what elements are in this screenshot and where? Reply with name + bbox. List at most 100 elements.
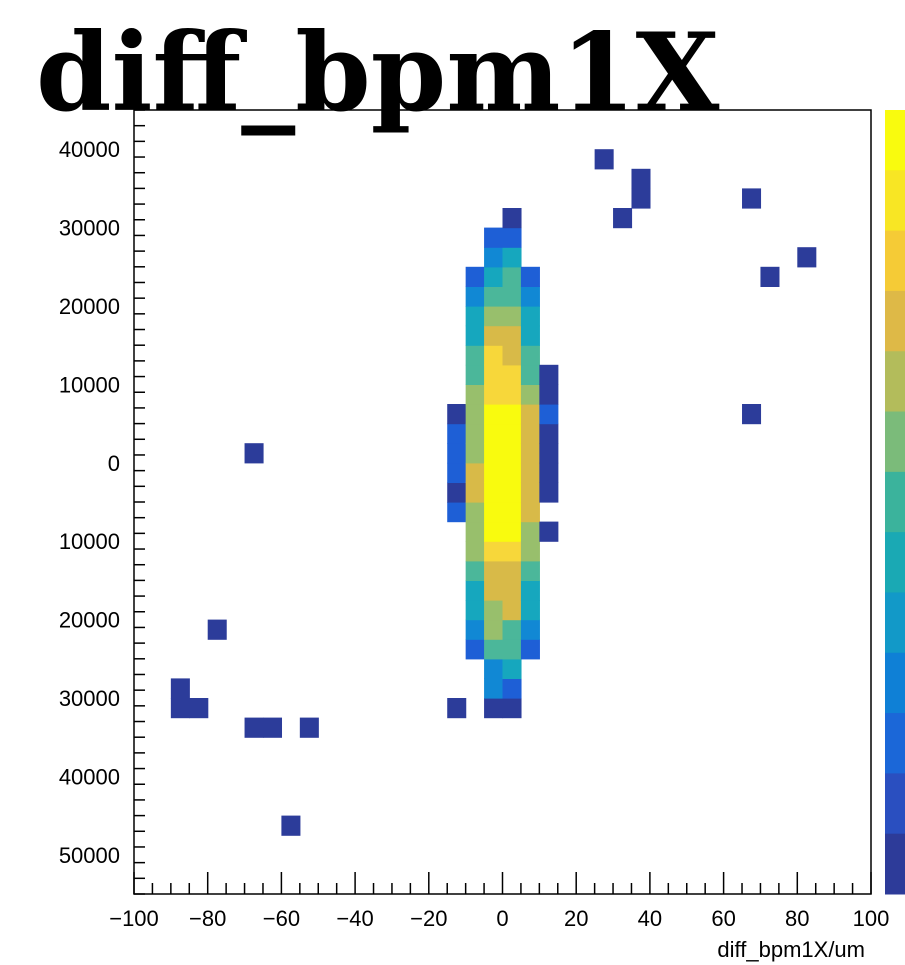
heatmap-cell: [484, 658, 504, 679]
heatmap-cell: [244, 717, 264, 738]
heatmap-cell: [520, 345, 540, 366]
heatmap-cell: [520, 619, 540, 640]
heatmap-cell: [484, 325, 504, 346]
heatmap-cell: [502, 227, 522, 248]
heatmap-cell: [465, 266, 485, 287]
y-tick-label: 30000: [59, 216, 120, 241]
x-tick-label: 20: [564, 906, 588, 931]
heatmap-cell: [484, 541, 504, 562]
heatmap-cell: [520, 600, 540, 621]
x-axis-label: diff_bpm1X/um: [717, 937, 865, 962]
y-tick-label: 20000: [59, 294, 120, 319]
heatmap-cell: [502, 208, 522, 229]
heatmap-cell: [465, 306, 485, 327]
heatmap-cell: [520, 364, 540, 385]
heatmap-cell: [447, 423, 467, 444]
palette-segment: [885, 290, 905, 352]
heatmap-cell: [447, 404, 467, 425]
palette-segment: [885, 170, 905, 232]
heatmap-cell: [207, 619, 227, 640]
heatmap-cell: [244, 443, 264, 464]
heatmap-cell: [502, 502, 522, 523]
heatmap-cell: [520, 482, 540, 503]
heatmap-cell: [520, 423, 540, 444]
x-tick-label: 100: [853, 906, 890, 931]
heatmap-cell: [484, 619, 504, 640]
heatmap-cell: [520, 266, 540, 287]
heatmap-cell: [520, 404, 540, 425]
heatmap-cell: [484, 678, 504, 699]
heatmap-cell: [502, 325, 522, 346]
axis-ticks: [133, 109, 872, 895]
heatmap-cell: [484, 560, 504, 581]
y-tick-label: 40000: [59, 137, 120, 162]
heatmap-cell: [465, 384, 485, 405]
heatmap-cell: [465, 443, 485, 464]
heatmap-cell: [484, 423, 504, 444]
heatmap-cell: [484, 384, 504, 405]
heatmap-cells: [170, 149, 817, 836]
heatmap-cell: [465, 639, 485, 660]
palette-segment: [885, 652, 905, 714]
heatmap-cell: [465, 619, 485, 640]
heatmap-cell: [520, 560, 540, 581]
heatmap-cell: [760, 266, 780, 287]
heatmap-cell: [484, 600, 504, 621]
heatmap-cell: [520, 521, 540, 542]
heatmap-cell: [502, 600, 522, 621]
heatmap-cell: [502, 266, 522, 287]
color-palette-strip: [885, 110, 905, 895]
heatmap-cell: [520, 443, 540, 464]
y-tick-label: 10000: [59, 529, 120, 554]
chart-title: diff_bpm1X: [36, 10, 720, 136]
heatmap-cell: [502, 560, 522, 581]
heatmap-cell: [539, 482, 559, 503]
heatmap-cell: [502, 404, 522, 425]
heatmap-cell: [631, 168, 651, 189]
heatmap-cell: [539, 423, 559, 444]
heatmap-cell: [484, 698, 504, 719]
heatmap-cell: [520, 306, 540, 327]
heatmap-cell: [502, 247, 522, 268]
heatmap-cell: [484, 482, 504, 503]
heatmap-cell: [502, 698, 522, 719]
heatmap-cell: [520, 325, 540, 346]
heatmap-cell: [484, 639, 504, 660]
heatmap-cell: [502, 482, 522, 503]
heatmap-cell: [502, 619, 522, 640]
heatmap-cell: [484, 266, 504, 287]
heatmap-cell: [520, 286, 540, 307]
heatmap-cell: [484, 286, 504, 307]
heatmap-cell: [465, 482, 485, 503]
heatmap-cell: [281, 815, 301, 836]
palette-segment: [885, 833, 905, 895]
heatmap-cell: [447, 462, 467, 483]
heatmap-cell: [465, 580, 485, 601]
heatmap-cell: [447, 698, 467, 719]
heatmap-cell: [484, 345, 504, 366]
heatmap-cell: [484, 443, 504, 464]
palette-segment: [885, 713, 905, 774]
x-tick-label: −20: [410, 906, 447, 931]
heatmap-cell: [484, 521, 504, 542]
heatmap-cell: [447, 482, 467, 503]
heatmap-cell: [520, 541, 540, 562]
heatmap-cell: [502, 658, 522, 679]
y-tick-label: 40000: [59, 764, 120, 789]
heatmap-cell: [502, 306, 522, 327]
palette-segment: [885, 592, 905, 654]
heatmap-cell: [465, 521, 485, 542]
plot-frame: [133, 109, 872, 895]
y-tick-label: 50000: [59, 843, 120, 868]
heatmap-cell: [465, 325, 485, 346]
palette-segment: [885, 411, 905, 473]
x-tick-label: 80: [785, 906, 809, 931]
heatmap-cell: [539, 384, 559, 405]
heatmap-cell: [484, 462, 504, 483]
heatmap-cell: [520, 462, 540, 483]
palette-segment: [885, 230, 905, 292]
heatmap-cell: [613, 208, 633, 229]
y-tick-label: 0: [108, 451, 120, 476]
heatmap-cell: [631, 188, 651, 209]
